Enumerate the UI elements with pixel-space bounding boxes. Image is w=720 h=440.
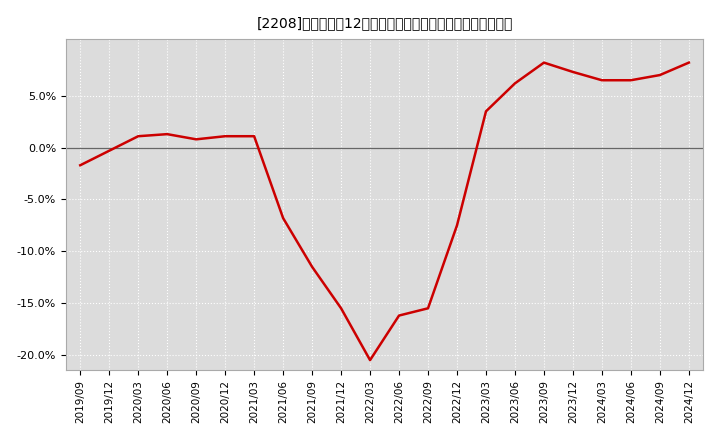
Title: [2208]　売上高の12か月移動合計の対前年同期増減率の推移: [2208] 売上高の12か月移動合計の対前年同期増減率の推移 — [256, 17, 513, 31]
